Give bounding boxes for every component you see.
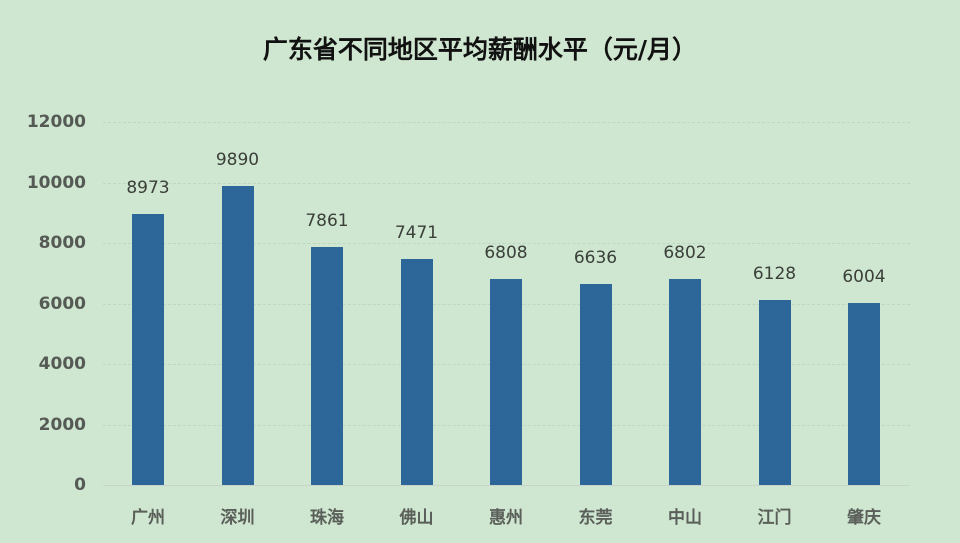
data-label: 8973 [126, 177, 170, 198]
gridline [103, 243, 910, 244]
data-label: 6802 [663, 243, 707, 264]
x-tick-label: 东莞 [578, 508, 613, 528]
bar[interactable] [132, 213, 164, 485]
x-tick-label: 惠州 [489, 508, 523, 528]
data-label: 6128 [752, 263, 797, 284]
bar[interactable] [669, 279, 701, 485]
x-tick-label: 深圳 [220, 508, 255, 528]
data-label: 6636 [573, 248, 618, 269]
bar[interactable] [848, 303, 880, 485]
x-tick-label: 中山 [668, 508, 702, 528]
data-label: 7861 [305, 211, 349, 232]
x-tick-label: 佛山 [399, 508, 434, 528]
data-label: 7471 [394, 223, 439, 243]
y-tick-label: 0 [74, 475, 86, 495]
y-tick-label: 6000 [38, 293, 86, 314]
bar[interactable] [579, 284, 612, 485]
data-label: 9890 [215, 149, 260, 170]
bar[interactable] [400, 259, 433, 485]
x-tick-label: 肇庆 [847, 508, 881, 528]
x-tick-label: 江门 [757, 508, 792, 528]
x-axis-line [103, 485, 910, 486]
chart-title: 广东省不同地区平均薪酬水平（元/月） [262, 35, 698, 64]
bar[interactable] [311, 247, 343, 485]
y-tick-label: 2000 [38, 414, 86, 435]
y-tick-label: 4000 [38, 354, 86, 374]
y-tick-label: 10000 [26, 172, 86, 193]
x-tick-label: 广州 [131, 508, 165, 528]
data-label: 6808 [484, 243, 528, 264]
bar[interactable] [758, 299, 791, 485]
y-tick-label: 8000 [38, 233, 86, 253]
gridline [103, 122, 910, 123]
y-tick-label: 12000 [26, 112, 86, 132]
gridline [103, 182, 910, 184]
bar[interactable] [490, 279, 522, 485]
x-tick-label: 珠海 [310, 508, 344, 528]
bar[interactable] [221, 185, 254, 485]
data-label: 6004 [842, 267, 886, 288]
